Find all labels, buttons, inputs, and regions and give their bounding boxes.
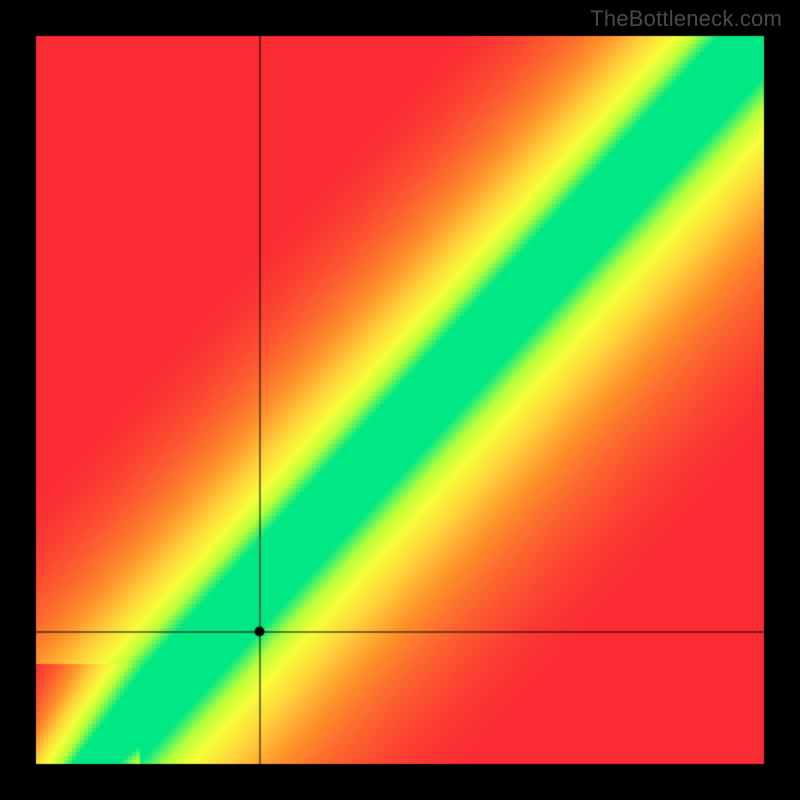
heatmap-canvas	[0, 0, 800, 800]
chart-stage: TheBottleneck.com	[0, 0, 800, 800]
watermark-text: TheBottleneck.com	[590, 6, 782, 32]
